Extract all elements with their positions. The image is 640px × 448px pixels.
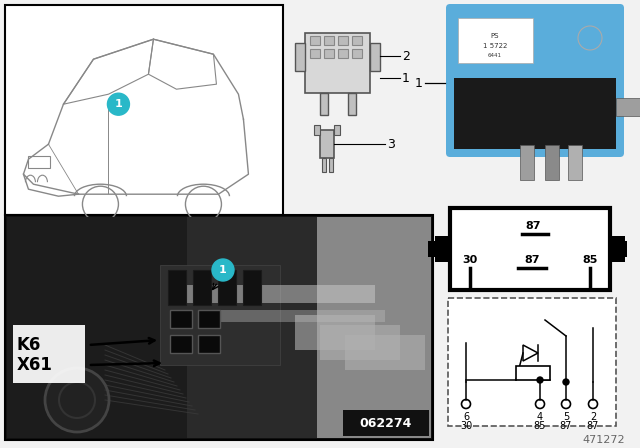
Bar [314,125,320,135]
Text: 1: 1 [115,99,122,109]
Bar [175,285,375,303]
Bar [343,410,429,436]
Text: 87: 87 [524,255,540,265]
Bar [310,36,320,45]
Bar [329,158,333,172]
Bar [160,265,280,365]
Text: 6441: 6441 [488,52,502,57]
Bar [616,98,640,116]
Bar [516,366,550,380]
Bar [170,310,192,328]
Bar [458,18,533,63]
Bar [198,310,220,328]
Text: 3: 3 [387,138,395,151]
Bar [545,145,559,180]
Bar [435,236,450,262]
Bar [345,335,425,370]
Bar [218,270,236,305]
Bar [450,208,610,290]
Bar [520,145,534,180]
Bar [305,33,370,93]
Bar [170,335,192,353]
FancyBboxPatch shape [446,4,624,157]
Bar [310,49,320,58]
Text: 1: 1 [219,265,227,275]
Bar [295,43,305,71]
Bar [7,217,187,438]
Bar [28,156,51,168]
Text: 85: 85 [582,255,598,265]
Bar [205,310,385,322]
Text: K6: K6 [17,336,42,354]
Bar [317,217,431,438]
Circle shape [108,93,129,115]
Text: 87: 87 [525,221,541,231]
Bar [13,325,85,383]
Circle shape [46,369,108,431]
Bar [338,49,348,58]
Text: 2: 2 [590,412,596,422]
Bar [168,270,186,305]
Bar [320,325,400,360]
Bar [320,93,328,115]
Text: 5: 5 [563,412,569,422]
Circle shape [537,377,543,383]
Text: 062274: 062274 [360,417,412,430]
Text: 87: 87 [560,421,572,431]
Bar [348,93,356,115]
Text: 30: 30 [460,421,472,431]
Circle shape [212,259,234,281]
Text: 6: 6 [463,412,469,422]
Bar [322,158,326,172]
Bar [5,5,283,215]
Bar [428,241,438,257]
Bar [187,217,317,438]
Bar [448,298,616,426]
Bar [617,241,627,257]
Text: 30: 30 [462,255,477,265]
Bar [352,49,362,58]
Bar [295,315,375,350]
Text: 4: 4 [537,412,543,422]
Bar [610,236,625,262]
Text: PS: PS [491,33,499,39]
Text: 87: 87 [587,421,599,431]
Circle shape [563,379,569,385]
Text: 471272: 471272 [582,435,625,445]
Bar [243,270,261,305]
Bar [370,43,380,71]
Text: 85: 85 [534,421,546,431]
Bar [454,78,616,149]
Text: 1: 1 [415,77,423,90]
Text: X61: X61 [17,356,53,374]
Bar [5,215,433,440]
Bar [324,49,334,58]
Bar [193,270,211,305]
Bar [352,36,362,45]
Bar [568,145,582,180]
Bar [320,130,334,158]
Text: 1: 1 [402,72,410,85]
Bar [198,335,220,353]
Bar [324,36,334,45]
Text: 2: 2 [402,49,410,63]
Bar [334,125,340,135]
Bar [338,36,348,45]
Text: 1 5722: 1 5722 [483,43,507,49]
